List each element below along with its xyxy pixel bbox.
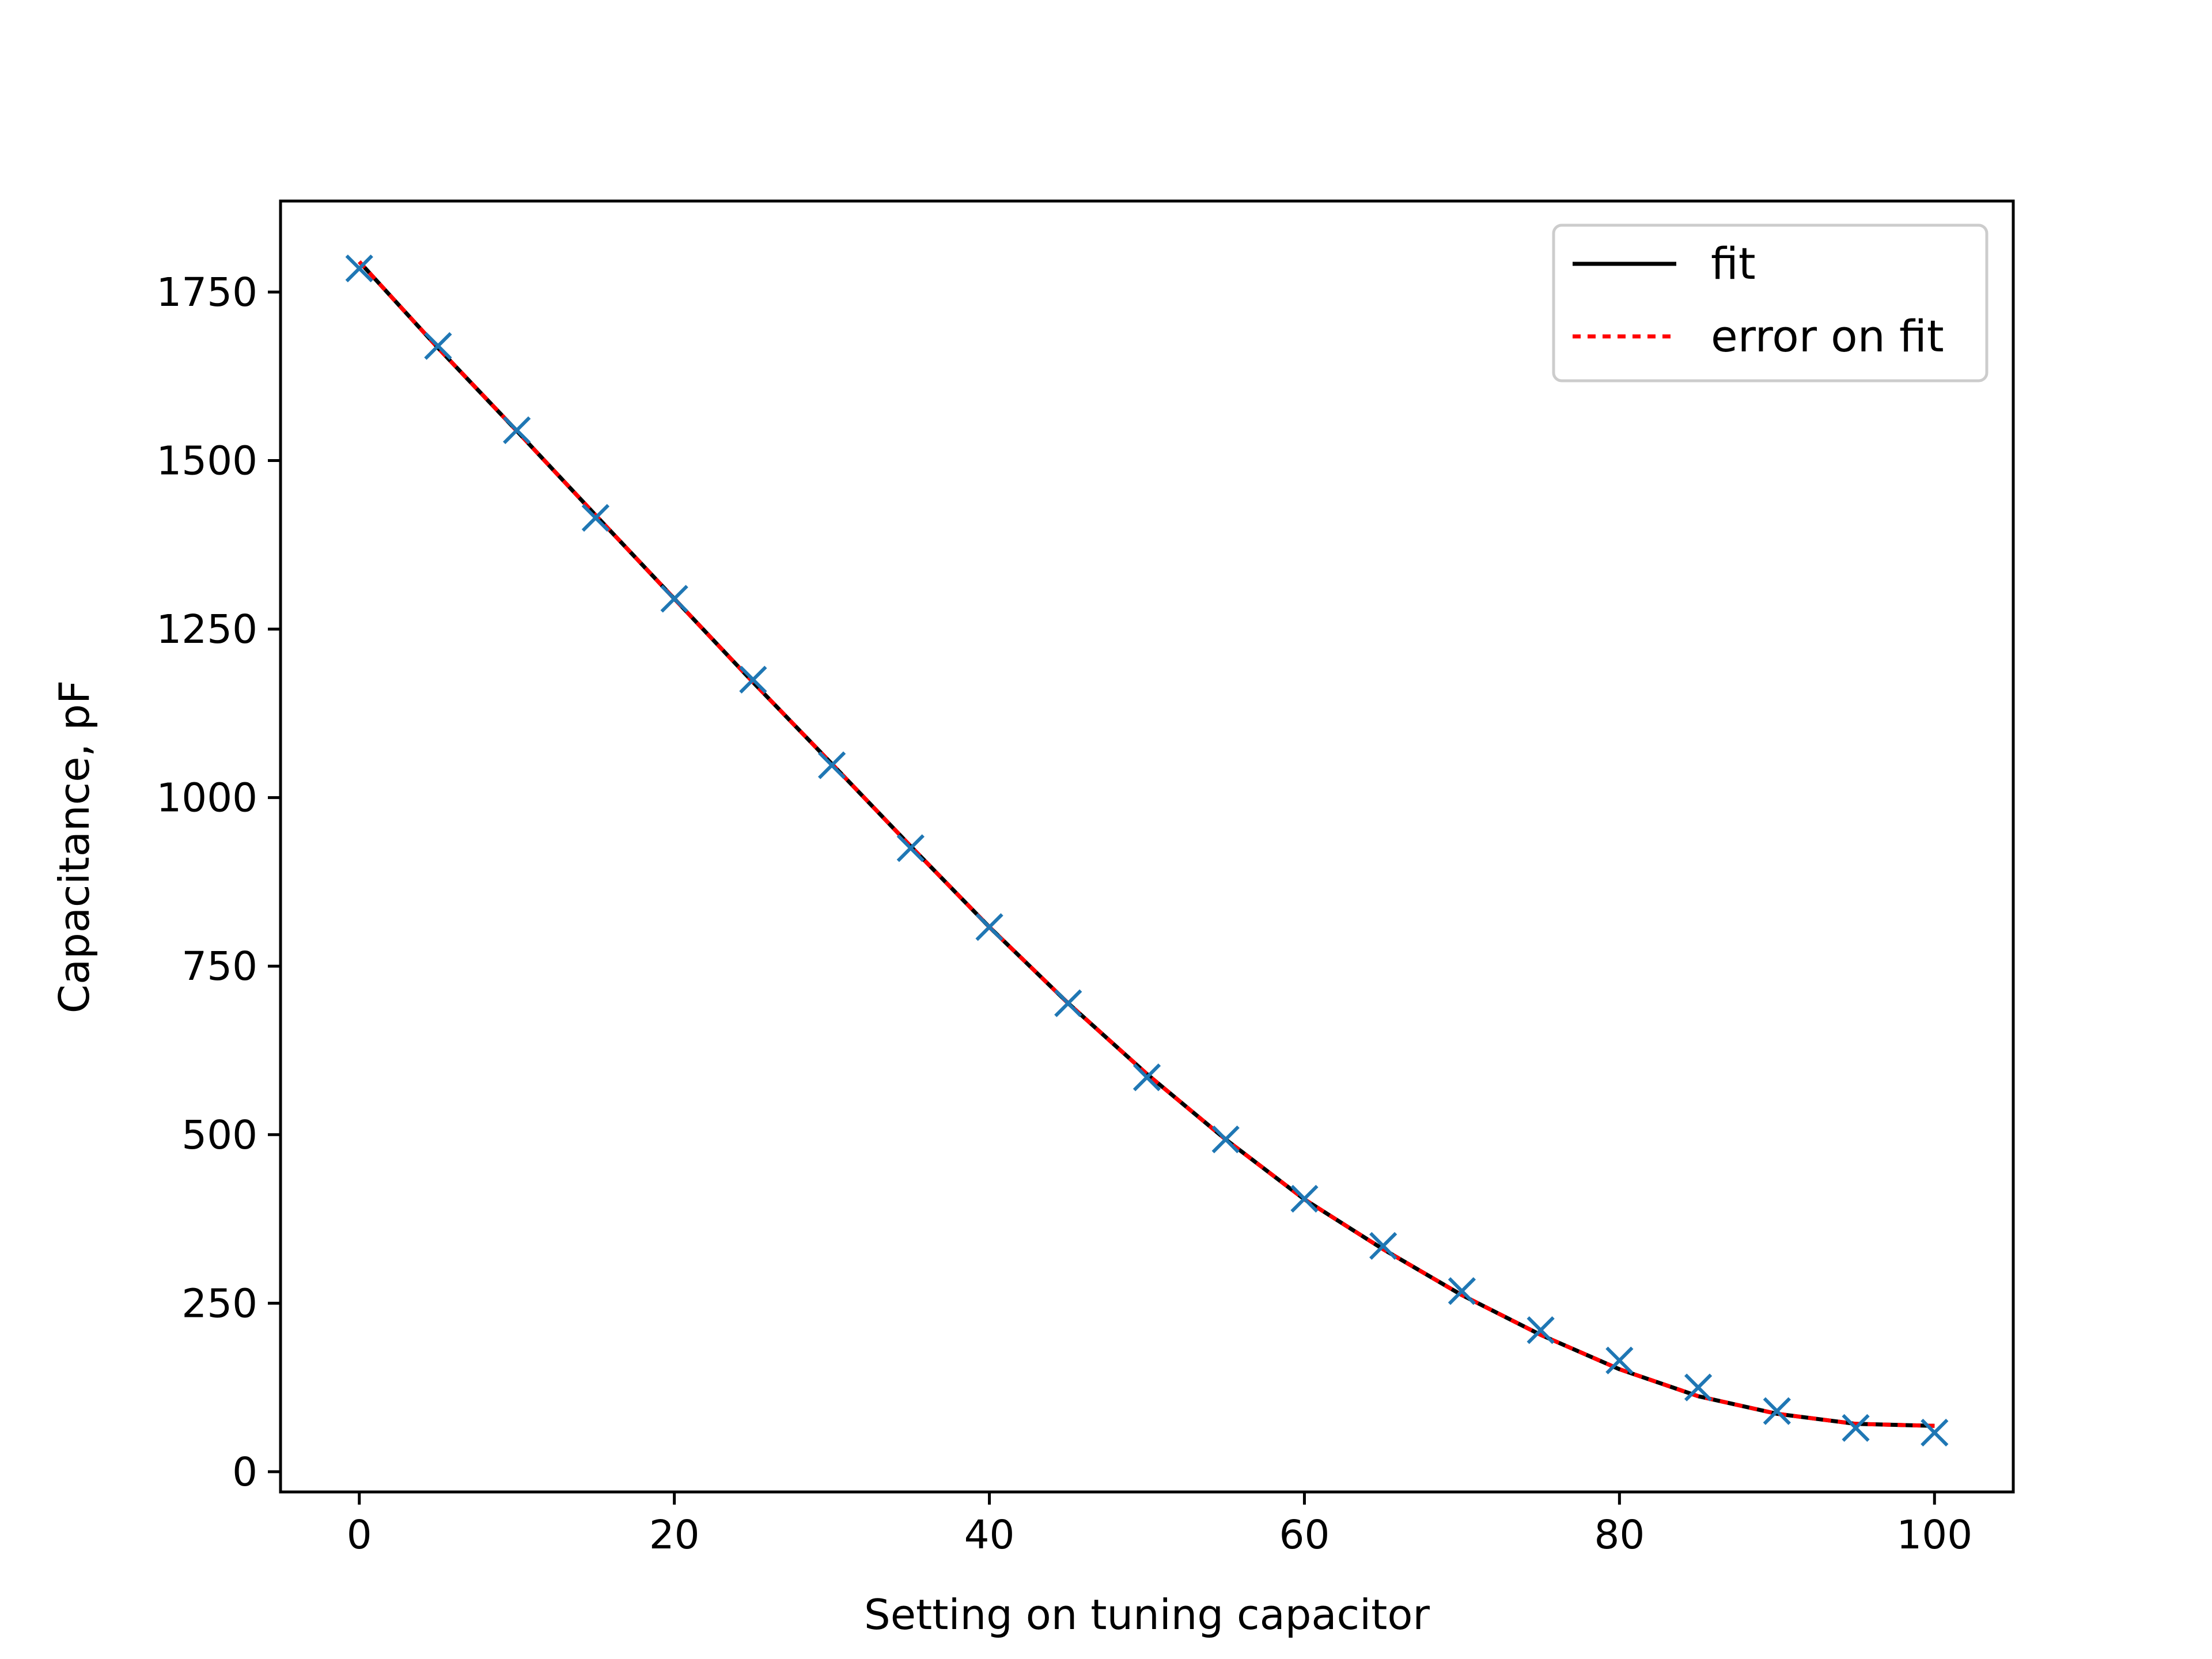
y-tick-label: 1000: [156, 775, 257, 821]
data-point: [581, 503, 610, 532]
scatter-markers: [345, 254, 1949, 1447]
data-point: [424, 332, 452, 360]
data-point: [739, 665, 767, 694]
y-axis-label: Capacitance, pF: [50, 680, 99, 1014]
y-tick-label: 1750: [156, 270, 257, 316]
x-tick-label: 60: [1279, 1512, 1330, 1558]
data-point: [1132, 1063, 1161, 1092]
data-point: [896, 834, 925, 862]
legend-error-label: error on fit: [1711, 310, 1944, 362]
data-point: [1921, 1418, 1949, 1447]
data-point: [345, 254, 373, 283]
data-point: [660, 585, 688, 613]
data-point: [817, 751, 846, 779]
data-point: [503, 416, 531, 445]
data-point: [1369, 1232, 1397, 1260]
x-axis-ticks: 0 20 40 60 80 100: [347, 1492, 1972, 1558]
y-tick-label: 250: [181, 1281, 257, 1327]
y-tick-label: 1500: [156, 438, 257, 484]
y-tick-label: 750: [181, 944, 257, 990]
plot-area: [358, 260, 1935, 1428]
data-point: [1842, 1414, 1870, 1442]
legend-fit-label: fit: [1711, 238, 1756, 289]
legend: fit error on fit: [1552, 224, 1988, 382]
data-point: [1684, 1373, 1713, 1402]
data-point: [1527, 1316, 1555, 1344]
data-point: [1054, 989, 1082, 1017]
y-axis-ticks: 0 250 500 750 1000 1250 1500 1750: [156, 270, 281, 1495]
x-tick-label: 40: [964, 1512, 1015, 1558]
y-tick-label: 500: [181, 1112, 257, 1158]
x-tick-label: 20: [649, 1512, 700, 1558]
x-tick-label: 100: [1896, 1512, 1972, 1558]
data-point: [975, 913, 1003, 941]
y-tick-label: 0: [232, 1449, 257, 1495]
x-axis-label: Setting on tuning capacitor: [864, 1590, 1430, 1639]
x-tick-label: 80: [1594, 1512, 1645, 1558]
data-point: [1448, 1277, 1476, 1305]
x-tick-label: 0: [347, 1512, 372, 1558]
data-point: [1605, 1346, 1634, 1374]
data-point: [1211, 1125, 1240, 1154]
fit-line: [358, 260, 1935, 1428]
data-point: [1763, 1397, 1791, 1425]
data-point: [1290, 1184, 1319, 1213]
y-tick-label: 1250: [156, 607, 257, 653]
axes-frame: [279, 199, 2015, 1494]
